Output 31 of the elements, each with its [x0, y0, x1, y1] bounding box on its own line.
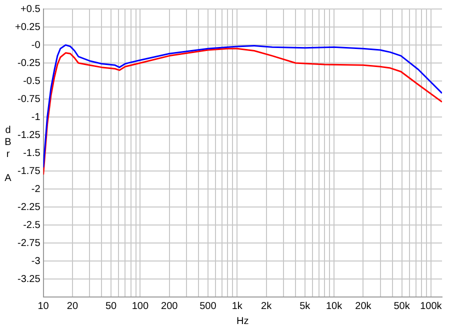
- y-tick-label: -2.75: [18, 238, 41, 249]
- x-tick-label: 1k: [232, 300, 244, 312]
- x-tick-label: 20: [66, 300, 78, 312]
- x-tick-label: 20k: [355, 300, 372, 312]
- x-tick-label: 500: [200, 300, 217, 312]
- y-tick-label: -3: [31, 256, 41, 267]
- x-tick-label: 50: [105, 300, 118, 312]
- x-tick-label: 10: [38, 300, 50, 312]
- y-tick-label: -1.75: [18, 166, 41, 177]
- y-tick-label: -0.25: [18, 58, 41, 69]
- y-tick-label: -0.5: [23, 76, 41, 87]
- y-tick-label: -1.5: [23, 148, 41, 159]
- x-tick-label: 10k: [326, 300, 344, 312]
- x-tick-label: 50k: [394, 300, 411, 312]
- x-tick-label: 200: [161, 300, 178, 312]
- y-tick-label: -1: [31, 112, 41, 123]
- x-tick-label: 100k: [420, 300, 443, 312]
- y-tick-label: +0.25: [14, 22, 41, 33]
- x-tick-label: 100: [132, 300, 149, 312]
- y-tick-label: -3.25: [18, 274, 41, 285]
- y-tick-label: -0: [31, 40, 41, 51]
- y-tick-label: -1.25: [18, 130, 41, 141]
- x-axis-title: Hz: [236, 316, 249, 327]
- text: dBr A: [4, 125, 12, 184]
- y-tick-label: -2.25: [18, 202, 41, 213]
- x-tick-label: 5k: [300, 300, 312, 312]
- x-tick-label: 2k: [261, 300, 273, 312]
- y-tick-label: -0.75: [18, 94, 41, 105]
- y-tick-label: -2.5: [23, 220, 41, 231]
- y-tick-label: +0.5: [20, 4, 41, 15]
- y-tick-label: -2: [31, 184, 41, 195]
